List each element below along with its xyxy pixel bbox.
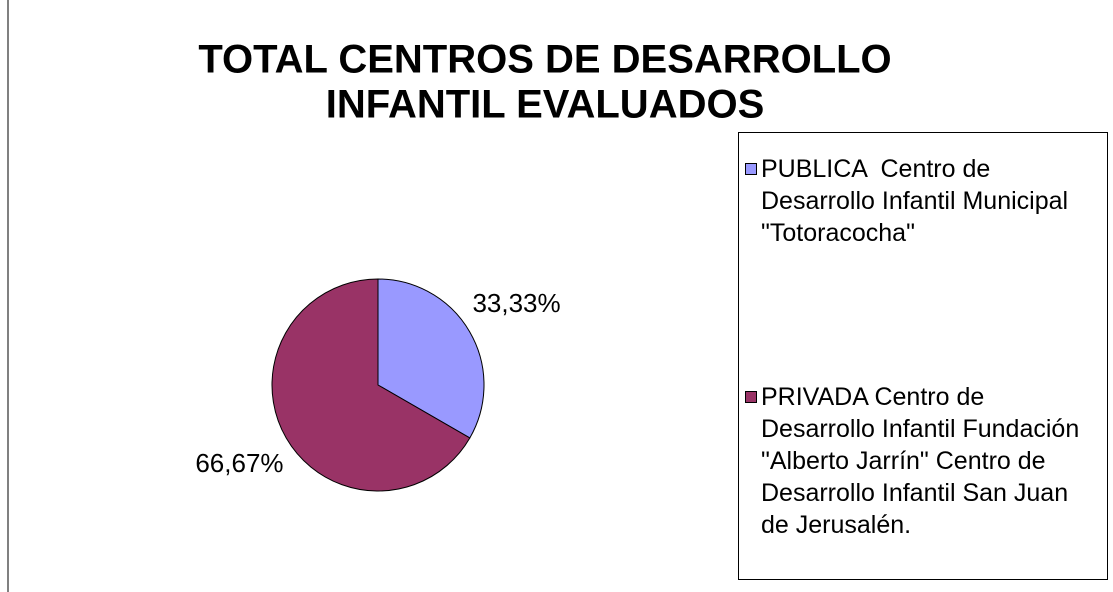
legend: PUBLICA Centro de Desarrollo Infantil Mu… — [738, 132, 1108, 580]
legend-item: PUBLICA Centro de Desarrollo Infantil Mu… — [745, 153, 1095, 249]
legend-item: PRIVADA Centro de Desarrollo Infantil Fu… — [745, 381, 1095, 541]
chart-title: INFANTIL EVALUADOS — [326, 83, 765, 127]
legend-swatch — [745, 163, 757, 175]
legend-label: PRIVADA Centro de Desarrollo Infantil Fu… — [761, 383, 1087, 539]
pie-slice — [377, 278, 485, 439]
legend-label: PUBLICA Centro de Desarrollo Infantil Mu… — [761, 155, 1076, 247]
legend-swatch — [745, 391, 757, 403]
data-label: 33,33% — [472, 288, 560, 318]
data-label: 66,67% — [195, 448, 283, 478]
pie-slice — [271, 278, 471, 492]
chart-title: TOTAL CENTROS DE DESARROLLO — [198, 38, 891, 82]
